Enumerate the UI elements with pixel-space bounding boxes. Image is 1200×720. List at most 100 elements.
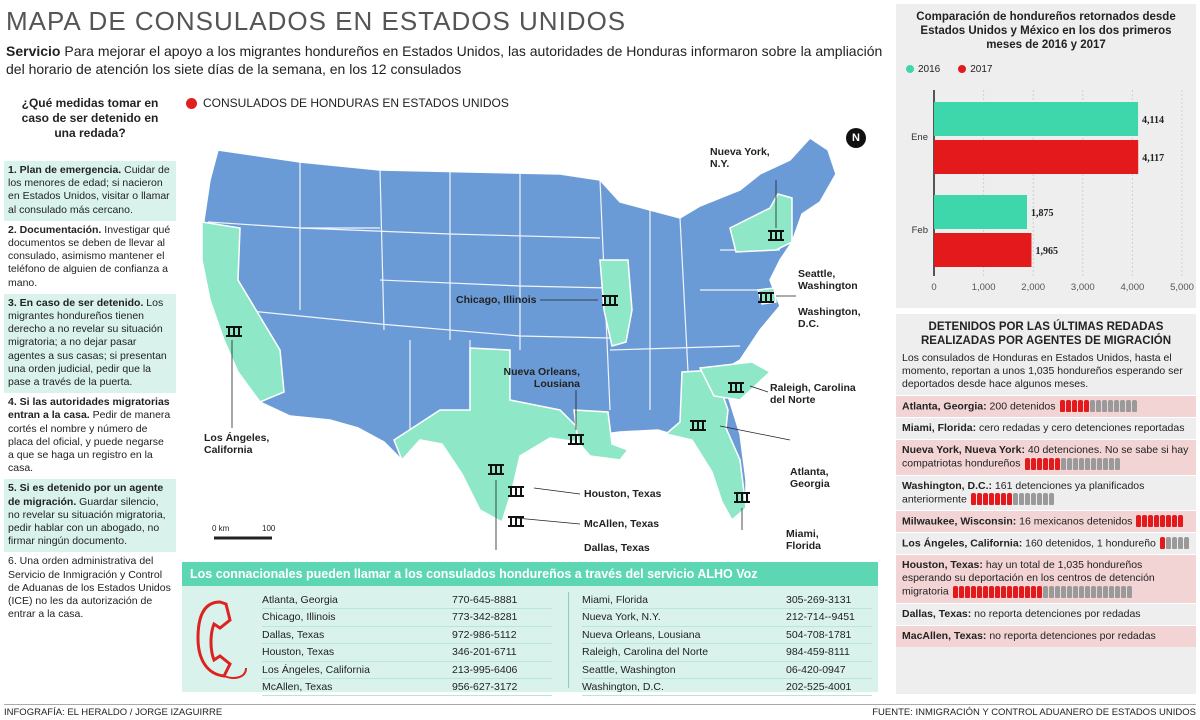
- person-icon: [1084, 457, 1090, 470]
- tick-label: 0: [931, 282, 936, 293]
- detention-text: 16 mexicanos detenidos: [1016, 515, 1133, 528]
- consulate-icon: [726, 380, 746, 394]
- us-map-svg: [201, 137, 837, 550]
- bar: [934, 233, 1032, 267]
- person-icon: [1171, 537, 1177, 550]
- person-icon: [982, 585, 988, 598]
- legend-label: 2016: [918, 64, 941, 75]
- intro-lead: Servicio: [6, 43, 61, 59]
- label-raleigh: Raleigh, Carolina del Norte: [770, 382, 856, 406]
- person-icon: [1042, 492, 1048, 505]
- returnees-bar-chart: 0 1,000 2,000 3,000 4,000 5,000 Ene 4,114 4,117 F…: [911, 90, 1194, 293]
- detention-text: 160 detenidos, 1 hondureño: [1022, 537, 1156, 550]
- phone-number: 972-986-5112: [452, 628, 517, 641]
- person-icon: [1024, 457, 1030, 470]
- person-icon: [1107, 400, 1113, 413]
- person-icon: [988, 585, 994, 598]
- person-icon: [958, 585, 964, 598]
- phone-city: Atlanta, Georgia: [262, 594, 338, 606]
- tick-label: 1,000: [972, 282, 996, 293]
- consulate-icon: [566, 432, 586, 446]
- data-label: 4,117: [1142, 153, 1164, 164]
- detention-text: 200 detenidos: [986, 400, 1056, 413]
- person-icon: [994, 585, 1000, 598]
- map-legend: CONSULADOS DE HONDURAS EN ESTADOS UNIDOS: [186, 96, 509, 110]
- person-icon: [1077, 400, 1083, 413]
- phone-divider: [568, 592, 569, 688]
- measure-item: 3. En caso de ser detenido. Los migrante…: [4, 293, 176, 394]
- intro-text: Servicio Para mejorar el apoyo a los mig…: [6, 42, 886, 78]
- page-title: MAPA DE CONSULADOS EN ESTADOS UNIDOS: [6, 6, 627, 36]
- consulate-icon: [600, 293, 620, 307]
- person-icon: [976, 585, 982, 598]
- phone-row: Washington, D.C. 202-525-4001: [582, 679, 872, 697]
- person-icon: [952, 585, 958, 598]
- label-los-angeles: Los Ángeles, California: [204, 432, 270, 456]
- tick-label: 5,000: [1170, 282, 1194, 293]
- person-icon: [964, 585, 970, 598]
- consulate-icon: [688, 418, 708, 432]
- person-icon: [1024, 492, 1030, 505]
- person-icon: [1120, 585, 1126, 598]
- map-legend-label: CONSULADOS DE HONDURAS EN ESTADOS UNIDOS: [203, 96, 509, 110]
- measure-text: Pedir de manera cortés el nombre y númer…: [8, 409, 171, 475]
- person-icon: [1036, 492, 1042, 505]
- phone-row: Los Ángeles, California 213-995-6406: [262, 662, 552, 680]
- detention-city: Miami, Florida:: [902, 422, 977, 435]
- measure-item: 6. Una orden administrativa del Servicio…: [4, 552, 176, 625]
- detention-city: MacAllen, Texas:: [902, 629, 987, 642]
- person-icon: [1113, 400, 1119, 413]
- phone-number: 202-525-4001: [786, 681, 852, 694]
- person-icon: [994, 492, 1000, 505]
- person-icon: [1078, 457, 1084, 470]
- detention-text: cero redadas y cero detenciones reportad…: [976, 422, 1185, 435]
- detention-text: 40 detenciones. No se sabe si hay compat…: [902, 444, 1189, 470]
- label-chicago: Chicago, Illinois: [456, 294, 537, 306]
- phone-city: Los Ángeles, California: [262, 663, 370, 676]
- state-georgia-fl: [664, 369, 747, 522]
- legend-swatch-2017: [958, 65, 967, 74]
- person-icon: [1119, 400, 1125, 413]
- phone-number: 305-269-3131: [786, 594, 852, 606]
- person-icon: [1126, 585, 1132, 598]
- people-icons: [1024, 457, 1121, 470]
- detention-row: Milwaukee, Wisconsin: 16 mexicanos deten…: [896, 509, 1196, 533]
- consulate-icon: [756, 290, 776, 304]
- person-icon: [1036, 457, 1042, 470]
- bar: [934, 102, 1139, 136]
- detention-text: hay un total de 1,035 hondureños esperan…: [902, 559, 1155, 598]
- label-dallas: Dallas, Texas: [584, 542, 650, 554]
- person-icon: [1059, 400, 1065, 413]
- person-icon: [1071, 400, 1077, 413]
- bar: [934, 195, 1027, 229]
- state-borders: [207, 162, 780, 440]
- phone-city: Miami, Florida: [582, 594, 648, 606]
- detentions-panel: DETENIDOS POR LAS ÚLTIMAS REDADAS REALIZ…: [896, 314, 1196, 694]
- state-california: [201, 221, 285, 403]
- phone-list-right: Miami, Florida 305-269-3131 Nueva York, N…: [582, 592, 872, 697]
- measure-item: 4. Si las autoridades migratorias entran…: [4, 393, 176, 479]
- detention-city: Houston, Texas:: [902, 559, 983, 572]
- detention-city: Los Ángeles, California:: [902, 537, 1023, 550]
- detention-city: Milwaukee, Wisconsin:: [902, 515, 1017, 528]
- measure-text: Los migrantes hondureños tienen derecho …: [8, 296, 167, 389]
- detention-city: Dallas, Texas:: [902, 607, 972, 620]
- person-icon: [1166, 515, 1172, 528]
- measure-item: 2. Documentación. Investigar qué documen…: [4, 221, 176, 294]
- data-label: 1,875: [1031, 208, 1054, 219]
- detentions-list: Atlanta, Georgia: 200 detenidos Miami, Fl…: [896, 395, 1196, 647]
- label-washington-dc: Washington, D.C.: [798, 306, 861, 330]
- people-icons: [970, 492, 1055, 506]
- scale-start: 0 km: [212, 524, 230, 533]
- detention-row: Dallas, Texas: no reporta detenciones po…: [896, 602, 1196, 625]
- person-icon: [1125, 400, 1131, 413]
- phone-number: 213-995-6406: [452, 663, 518, 676]
- person-icon: [1096, 457, 1102, 470]
- legend-item-2017: 2017: [958, 64, 993, 75]
- phone-number: 346-201-6711: [452, 646, 517, 659]
- label-mcallen: McAllen, Texas: [584, 518, 660, 530]
- person-icon: [1066, 457, 1072, 470]
- measure-lead: 4. Si las autoridades migratorias entran…: [8, 396, 170, 422]
- phone-list-left: Atlanta, Georgia 770-645-8881 Chicago, Il…: [262, 592, 552, 697]
- people-icons: [1159, 537, 1190, 550]
